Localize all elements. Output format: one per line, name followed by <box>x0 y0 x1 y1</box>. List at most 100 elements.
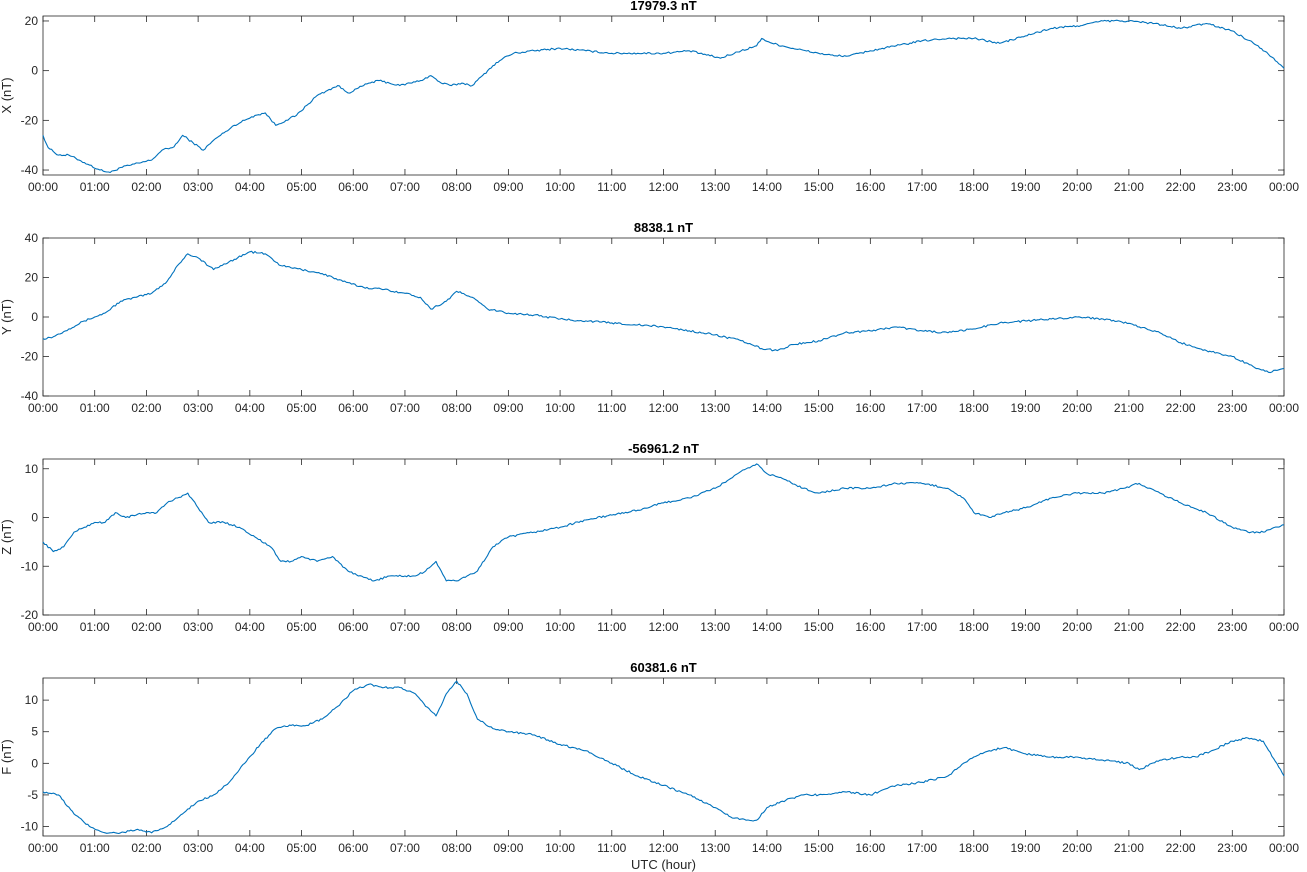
x-tick-label: 19:00 <box>1010 401 1040 415</box>
x-tick-label: 21:00 <box>1114 401 1144 415</box>
x-tick-label: 11:00 <box>597 841 626 855</box>
x-tick-label: 16:00 <box>855 620 885 634</box>
plot-frame <box>42 458 1285 616</box>
x-tick-label: 00:00 <box>1269 401 1299 415</box>
x-tick-label: 00:00 <box>28 620 58 634</box>
x-tick-label: 06:00 <box>338 401 368 415</box>
x-tick-label: 03:00 <box>183 401 213 415</box>
x-tick-label: 14:00 <box>752 401 782 415</box>
x-tick-label: 00:00 <box>28 180 58 194</box>
x-tick-label: 07:00 <box>390 841 420 855</box>
series-line <box>42 680 1285 835</box>
x-tick-label: 07:00 <box>390 401 420 415</box>
x-tick-label: 02:00 <box>131 841 161 855</box>
x-tick-label: 10:00 <box>545 401 575 415</box>
y-tick-label: -40 <box>21 389 39 403</box>
x-tick-label: 00:00 <box>28 841 58 855</box>
y-tick-label: -40 <box>21 163 39 177</box>
x-tick-label: 08:00 <box>442 620 472 634</box>
x-tick-label: 00:00 <box>1269 841 1299 855</box>
x-tick-label: 05:00 <box>287 620 317 634</box>
series-line <box>42 463 1285 582</box>
series-line <box>42 19 1285 174</box>
x-tick-label: 09:00 <box>493 620 523 634</box>
plot-frame <box>42 677 1285 837</box>
x-tick-label: 18:00 <box>959 620 989 634</box>
plot-frame <box>42 15 1285 176</box>
x-tick-label: 23:00 <box>1217 180 1247 194</box>
x-tick-label: 16:00 <box>855 180 885 194</box>
x-tick-label: 01:00 <box>80 180 110 194</box>
x-tick-label: 07:00 <box>390 180 420 194</box>
x-tick-label: 03:00 <box>183 180 213 194</box>
y-tick-label: 0 <box>31 310 38 324</box>
x-tick-label: 08:00 <box>442 401 472 415</box>
x-tick-label: 11:00 <box>597 401 626 415</box>
y-tick-label: -20 <box>21 113 39 127</box>
y-tick-label: -5 <box>27 788 38 802</box>
x-tick-label: 22:00 <box>1166 620 1196 634</box>
x-tick-label: 06:00 <box>338 841 368 855</box>
x-tick-label: 02:00 <box>131 180 161 194</box>
x-tick-label: 18:00 <box>959 401 989 415</box>
x-tick-label: 01:00 <box>80 401 110 415</box>
x-tick-label: 19:00 <box>1010 620 1040 634</box>
panel-1: 00:00 01:00 02:00 03:00 04:00 05:00 06:00 07:00… <box>0 220 1299 415</box>
x-tick-label: 12:00 <box>648 841 678 855</box>
y-tick-label: 10 <box>25 462 39 476</box>
x-tick-label: 15:00 <box>804 620 834 634</box>
x-tick-label: 10:00 <box>545 620 575 634</box>
x-tick-label: 03:00 <box>183 841 213 855</box>
y-tick-label: -10 <box>21 559 39 573</box>
x-tick-label: 16:00 <box>855 401 885 415</box>
x-tick-label: 13:00 <box>700 620 730 634</box>
x-tick-label: 12:00 <box>648 180 678 194</box>
x-tick-label: 20:00 <box>1062 180 1092 194</box>
x-tick-label: 23:00 <box>1217 620 1247 634</box>
panel-0: 00:00 01:00 02:00 03:00 04:00 05:00 06:00 07:00… <box>0 0 1299 194</box>
x-tick-label: 04:00 <box>235 401 265 415</box>
x-tick-label: 03:00 <box>183 620 213 634</box>
y-axis-label: X (nT) <box>0 77 14 113</box>
x-tick-label: 15:00 <box>804 180 834 194</box>
y-tick-label: 10 <box>25 693 39 707</box>
panel-title: -56961.2 nT <box>628 441 699 456</box>
x-tick-label: 04:00 <box>235 180 265 194</box>
x-tick-label: 09:00 <box>493 180 523 194</box>
y-tick-label: 0 <box>31 756 38 770</box>
x-tick-label: 17:00 <box>907 841 937 855</box>
y-tick-label: 0 <box>31 64 38 78</box>
x-tick-label: 12:00 <box>648 620 678 634</box>
x-tick-label: 21:00 <box>1114 180 1144 194</box>
x-tick-label: 18:00 <box>959 180 989 194</box>
x-tick-label: 17:00 <box>907 620 937 634</box>
x-tick-label: 21:00 <box>1114 620 1144 634</box>
x-tick-label: 02:00 <box>131 401 161 415</box>
panel-2: 00:00 01:00 02:00 03:00 04:00 05:00 06:00 07:00… <box>0 441 1299 634</box>
x-tick-label: 20:00 <box>1062 401 1092 415</box>
x-tick-label: 06:00 <box>338 180 368 194</box>
x-tick-label: 22:00 <box>1166 841 1196 855</box>
x-tick-label: 15:00 <box>804 401 834 415</box>
x-tick-label: 22:00 <box>1166 180 1196 194</box>
x-tick-label: 11:00 <box>597 180 626 194</box>
panel-title: 8838.1 nT <box>634 220 693 235</box>
x-tick-label: 17:00 <box>907 401 937 415</box>
x-tick-label: 05:00 <box>287 841 317 855</box>
x-tick-label: 13:00 <box>700 180 730 194</box>
y-axis-label: F (nT) <box>0 739 14 774</box>
x-tick-label: 05:00 <box>287 401 317 415</box>
x-tick-label: 18:00 <box>959 841 989 855</box>
x-tick-label: 13:00 <box>700 401 730 415</box>
x-tick-label: 10:00 <box>545 841 575 855</box>
series-line <box>42 250 1285 374</box>
y-axis-label: Z (nT) <box>0 519 14 554</box>
x-tick-label: 11:00 <box>597 620 626 634</box>
x-tick-label: 15:00 <box>804 841 834 855</box>
x-tick-label: 16:00 <box>855 841 885 855</box>
x-axis-label: UTC (hour) <box>631 857 696 872</box>
x-tick-label: 13:00 <box>700 841 730 855</box>
x-tick-label: 12:00 <box>648 401 678 415</box>
x-tick-label: 19:00 <box>1010 180 1040 194</box>
